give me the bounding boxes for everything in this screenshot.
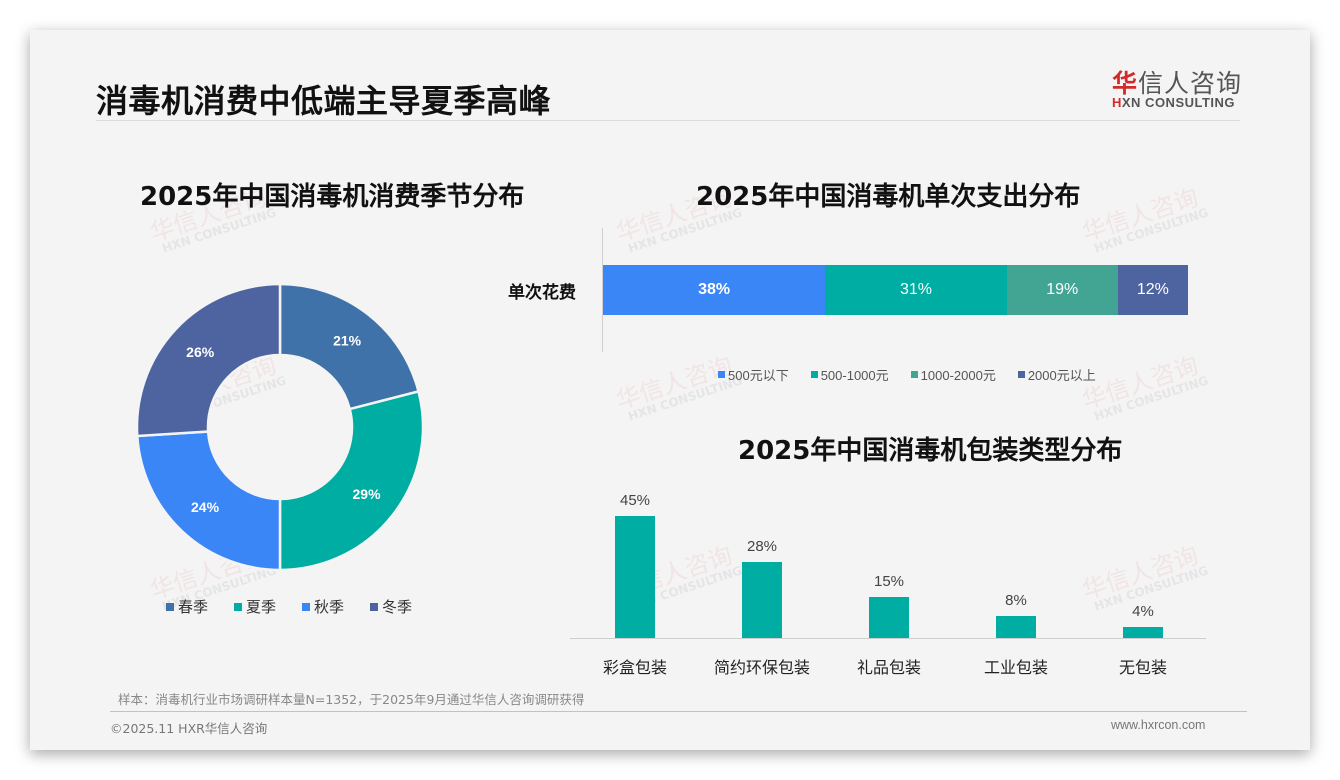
legend-label: 1000-2000元 [920,368,996,383]
bar-segment: 31% [825,265,1007,315]
sample-note: 样本：消毒机行业市场调研样本量N=1352，于2025年9月通过华信人咨询调研获… [118,692,585,707]
category-label: 单次花费 [508,283,576,303]
category-label: 彩盒包装 [602,658,667,677]
legend-item: 1000-2000元 [910,365,996,384]
legend-swatch [718,371,725,378]
donut-chart-title: 2025年中国消毒机消费季节分布 [140,182,525,212]
category-label: 无包装 [1118,658,1167,677]
stacked-bar-title: 2025年中国消毒机单次支出分布 [696,182,1081,212]
donut-legend: 春季 夏季 秋季 冬季 [166,596,438,617]
legend-item: 冬季 [370,596,412,617]
brand-logo: 华信人咨询 [1112,69,1243,98]
legend-swatch [166,602,174,611]
stacked-bar-legend: 500元以下 500-1000元 1000-2000元 2000元以上 [718,365,1118,384]
donut-data-label: 21% [333,332,362,348]
column-bar [1123,627,1163,638]
donut-data-label: 24% [191,499,220,515]
website-link[interactable]: www.hxrcon.com [1111,718,1206,732]
column-data-label: 28% [746,538,778,556]
brand-logo-en: HXN CONSULTING [1112,95,1236,110]
column-bar [615,516,655,638]
legend-item: 夏季 [234,596,276,617]
column-bar [742,562,782,638]
donut-slice-冬季 [135,282,282,438]
legend-item: 500-1000元 [810,365,889,384]
bar-segment: 19% [1006,265,1118,315]
column-chart-title: 2025年中国消毒机包装类型分布 [738,436,1123,466]
legend-item: 秋季 [302,596,344,617]
column-data-label: 8% [1005,592,1027,610]
legend-label: 夏季 [246,599,277,616]
legend-swatch [910,371,918,378]
legend-item: 2000元以上 [1017,365,1096,384]
donut-slice-夏季 [278,389,425,572]
column-bar [869,597,909,638]
legend-label: 500元以下 [728,368,789,383]
legend-label: 500-1000元 [820,368,889,383]
legend-swatch [1017,371,1025,378]
footer-divider [110,711,1247,712]
stacked-bar: 38% 31% 19% 12% [603,265,1188,315]
column-data-label: 45% [619,492,651,510]
column-data-label: 4% [1132,603,1154,621]
bar-segment: 38% [603,265,826,315]
legend-swatch [370,602,379,611]
donut-data-label: 29% [353,486,382,502]
category-label: 简约环保包装 [713,658,810,677]
copyright: ©2025.11 HXR华信人咨询 [110,721,268,736]
page-title: 消毒机消费中低端主导夏季高峰 [96,82,552,120]
legend-swatch [810,371,818,378]
legend-label: 2000元以上 [1027,368,1096,383]
column-bar [996,616,1036,638]
legend-label: 秋季 [314,599,345,616]
donut-chart: 21% 29% 24% 26% [135,282,425,572]
legend-item: 春季 [166,596,208,617]
column-chart: 45% 彩盒包装 28% 简约环保包装 15% 礼品包装 8% 工业包装 4% 无包装 [570,470,1206,677]
donut-data-label: 26% [186,344,215,360]
y-axis-line [602,228,603,352]
category-label: 工业包装 [983,658,1048,677]
category-label: 礼品包装 [856,658,921,677]
legend-swatch [234,602,243,611]
bar-segment: 12% [1117,265,1188,315]
legend-swatch [302,602,311,611]
title-divider [96,120,1240,121]
legend-label: 冬季 [382,599,413,616]
donut-slice-秋季 [135,430,282,572]
legend-label: 春季 [178,599,209,616]
x-axis-line [570,638,1206,639]
legend-item: 500元以下 [718,365,789,384]
donut-slice-春季 [278,282,421,411]
column-data-label: 15% [873,573,905,591]
